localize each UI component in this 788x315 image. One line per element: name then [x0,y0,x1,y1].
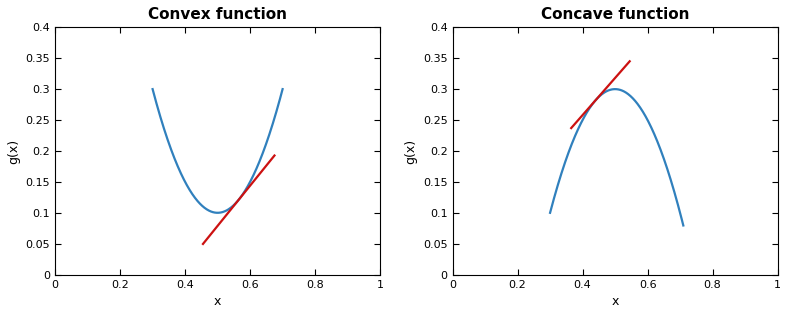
X-axis label: x: x [611,295,619,308]
Title: Concave function: Concave function [541,7,690,22]
Title: Convex function: Convex function [148,7,287,22]
X-axis label: x: x [214,295,221,308]
Y-axis label: g(x): g(x) [404,138,418,163]
Y-axis label: g(x): g(x) [7,138,20,163]
